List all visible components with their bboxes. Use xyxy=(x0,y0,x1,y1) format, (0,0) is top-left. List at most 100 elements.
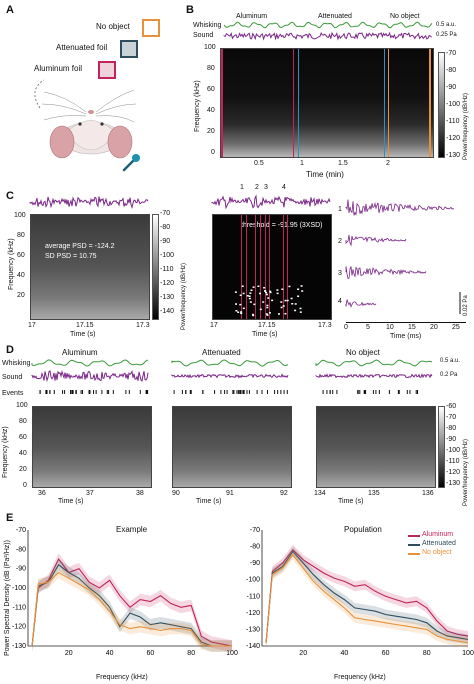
d-ytick: 20 xyxy=(19,466,27,473)
b-sound-scale: 0.25 Pa xyxy=(436,32,457,38)
b-ytick: 100 xyxy=(204,44,216,51)
d-xtick: 38 xyxy=(136,490,144,497)
c-spectrogram-threshold: threshold = -91.95 (3XSD) xyxy=(212,214,332,320)
e-xtick-label: 60 xyxy=(147,650,155,657)
c-event-line xyxy=(241,215,242,319)
d-ytick: 60 xyxy=(19,434,27,441)
b-cond-attenuated: Attenuated xyxy=(318,13,352,20)
d-whisking-label: Whisking xyxy=(2,360,31,367)
panel-label-d: D xyxy=(6,344,14,356)
c-xtick: 17 xyxy=(28,322,36,329)
e-xtick-label: 40 xyxy=(341,650,349,657)
b-aluminum-end-line xyxy=(293,49,294,157)
e-series-line-no-object xyxy=(265,554,469,644)
c-xtick: 17 xyxy=(210,322,218,329)
c-xtick: 17.3 xyxy=(318,322,332,329)
b-ytick: 40 xyxy=(207,107,215,114)
e-series-line-attenuated xyxy=(265,550,469,643)
e-xtick-label: 80 xyxy=(423,650,431,657)
e-ytick-label: -110 xyxy=(13,604,27,611)
d-xlabel: Time (s) xyxy=(338,498,364,505)
c-ytick: 20 xyxy=(17,292,25,299)
c-sound-trace-mid xyxy=(211,194,331,210)
e-xtick-label: 80 xyxy=(187,650,195,657)
c-cbar-tick: -100 xyxy=(160,252,175,259)
d-cond-attenuated: Attenuated xyxy=(202,348,241,357)
d-spectrogram-no-object xyxy=(316,406,436,488)
e-xtick-label: 20 xyxy=(65,650,73,657)
e-legend-no-object: No object xyxy=(422,549,452,556)
d-xtick: 134 xyxy=(314,490,326,497)
b-cbar-tick: -100 xyxy=(446,101,461,108)
c-threshold-text: threshold = -91.95 (3XSD) xyxy=(241,222,323,229)
c-cbar-tick: -130 xyxy=(160,294,175,301)
e-title-example: Example xyxy=(116,525,148,534)
d-cbar-tick: -80 xyxy=(446,425,457,432)
d-whisk-scale: 0.5 a.u. xyxy=(440,358,461,364)
e-series-line-aluminum xyxy=(265,549,469,643)
e-ytick-label: -100 xyxy=(246,577,260,584)
c-sound-trace-left xyxy=(29,196,149,210)
d-xlabel: Time (s) xyxy=(196,498,222,505)
c-event-xtick: 10 xyxy=(386,324,394,331)
d-xtick: 37 xyxy=(86,490,94,497)
b-ytick: 0 xyxy=(211,149,215,156)
attenuated-foil-icon xyxy=(120,40,138,58)
d-xtick: 136 xyxy=(422,490,434,497)
c-event-xtick: 5 xyxy=(366,324,370,331)
d-cbar-tick: -120 xyxy=(446,469,461,476)
c-cbar-tick: -90 xyxy=(160,238,171,245)
d-cbar-tick: -90 xyxy=(446,436,457,443)
c-event-number: 4 xyxy=(282,184,286,191)
e-ytick-label: -120 xyxy=(246,610,260,617)
c-event-line xyxy=(283,215,284,319)
e-series-band-aluminum xyxy=(32,553,232,652)
b-spectrogram xyxy=(220,48,434,158)
e-legend-swatch-attenuated xyxy=(408,544,420,546)
c-cbar-tick: -140 xyxy=(160,308,175,315)
panel-label-b: B xyxy=(186,4,194,16)
b-traces xyxy=(223,21,433,41)
d-sound-label: Sound xyxy=(2,374,23,381)
mouse-illustration xyxy=(34,79,140,172)
e-ytick-label: -110 xyxy=(247,593,261,600)
d-spectrogram-aluminum xyxy=(32,406,152,488)
b-xtick: 0.5 xyxy=(254,160,264,167)
c-xlabel-left: Time (s) xyxy=(70,331,96,338)
b-no-object-start-line xyxy=(388,49,389,157)
e-series-band-attenuated xyxy=(266,546,468,648)
c-ytick: 80 xyxy=(17,232,25,239)
c-colorbar xyxy=(152,214,159,320)
e-ytick-label: -90 xyxy=(250,560,260,567)
e-ytick-label: -130 xyxy=(12,643,26,650)
c-xtick: 17.15 xyxy=(258,322,276,329)
c-event-xtick: 15 xyxy=(408,324,416,331)
legend-attenuated: Attenuated foil xyxy=(56,43,108,52)
d-cbar-tick: -130 xyxy=(446,480,461,487)
b-attenuated-end-line xyxy=(384,49,385,157)
b-sound-label: Sound xyxy=(193,32,214,39)
d-xtick: 36 xyxy=(38,490,46,497)
c-event-2-label: 2 xyxy=(338,238,342,245)
b-xtick: 1 xyxy=(300,160,304,167)
e-ytick-label: -120 xyxy=(12,624,26,631)
d-cbar-tick: -70 xyxy=(446,414,457,421)
d-cond-aluminum: Aluminum xyxy=(62,348,98,357)
b-whisk-scale: 0.5 a.u. xyxy=(436,22,457,28)
d-xtick: 92 xyxy=(280,490,288,497)
e-axis xyxy=(27,530,232,647)
e-series-line-aluminum xyxy=(31,557,233,647)
e-ytick-label: -80 xyxy=(250,544,260,551)
d-ytick: 80 xyxy=(19,418,27,425)
e-ytick-label: -70 xyxy=(250,527,260,534)
d-cbar-tick: -110 xyxy=(446,458,460,465)
e-ytick-label: -140 xyxy=(246,643,260,650)
d-xtick: 90 xyxy=(172,490,180,497)
d-cbar-tick: -60 xyxy=(446,403,457,410)
e-ytick-label: -90 xyxy=(16,566,26,573)
c-cbar-tick: -120 xyxy=(160,280,175,287)
b-cbar-tick: -70 xyxy=(446,50,457,57)
e-xtick-label: 20 xyxy=(299,650,307,657)
